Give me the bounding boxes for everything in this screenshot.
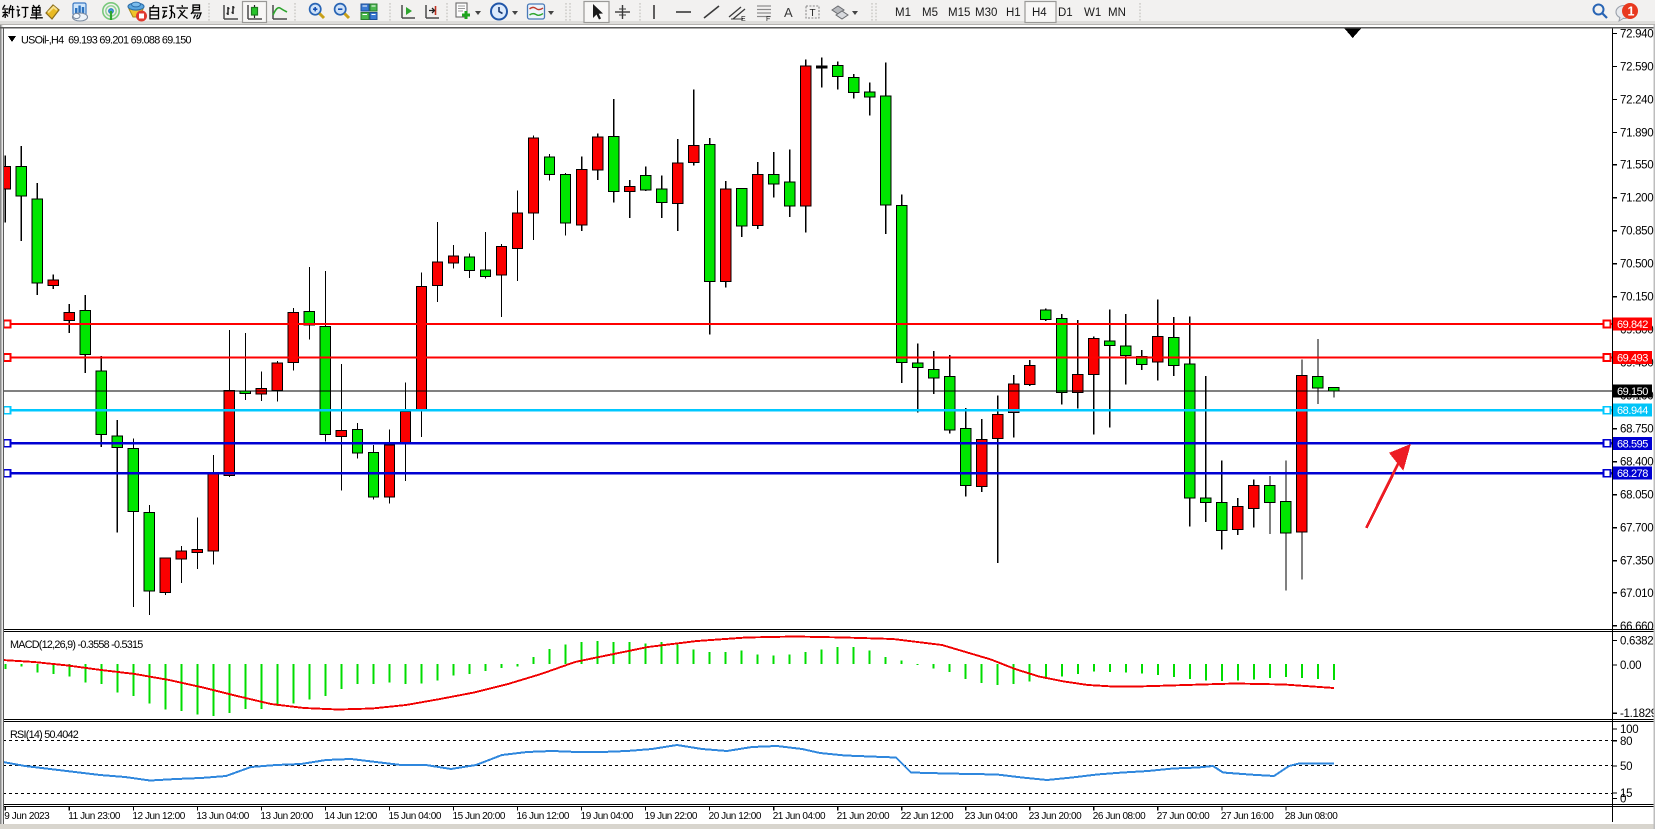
svg-text:15 Jun 20:00: 15 Jun 20:00 <box>453 811 506 822</box>
svg-text:M15: M15 <box>948 7 970 19</box>
svg-text:M30: M30 <box>975 7 997 19</box>
svg-text:67.010: 67.010 <box>1620 588 1653 600</box>
svg-text:13 Jun 20:00: 13 Jun 20:00 <box>260 811 313 822</box>
svg-text:67.350: 67.350 <box>1620 556 1653 568</box>
svg-text:H4: H4 <box>1032 7 1047 19</box>
svg-text:21 Jun 04:00: 21 Jun 04:00 <box>773 811 826 822</box>
svg-text:19 Jun 04:00: 19 Jun 04:00 <box>581 811 634 822</box>
svg-text:0.00: 0.00 <box>1620 660 1641 672</box>
svg-text:F: F <box>766 16 770 23</box>
svg-text:20 Jun 12:00: 20 Jun 12:00 <box>709 811 762 822</box>
svg-text:69.493: 69.493 <box>1617 353 1648 365</box>
svg-text:23 Jun 20:00: 23 Jun 20:00 <box>1029 811 1082 822</box>
svg-text:27 Jun 00:00: 27 Jun 00:00 <box>1157 811 1210 822</box>
svg-text:68.050: 68.050 <box>1620 490 1653 502</box>
svg-text:H1: H1 <box>1006 7 1021 19</box>
svg-text:69.150: 69.150 <box>1617 386 1648 398</box>
svg-text:72.940: 72.940 <box>1620 29 1653 41</box>
svg-text:70.850: 70.850 <box>1620 226 1653 238</box>
svg-text:26 Jun 08:00: 26 Jun 08:00 <box>1093 811 1146 822</box>
svg-text:MACD(12,26,9) -0.3558 -0.5315: MACD(12,26,9) -0.3558 -0.5315 <box>10 639 143 651</box>
svg-text:11 Jun 23:00: 11 Jun 23:00 <box>68 811 121 822</box>
svg-text:72.590: 72.590 <box>1620 62 1653 74</box>
svg-text:15: 15 <box>1620 788 1632 800</box>
svg-text:80: 80 <box>1620 736 1632 748</box>
svg-text:M1: M1 <box>895 7 911 19</box>
svg-text:MN: MN <box>1108 7 1126 19</box>
svg-text:72.240: 72.240 <box>1620 95 1653 107</box>
svg-text:21 Jun 20:00: 21 Jun 20:00 <box>837 811 890 822</box>
svg-text:A: A <box>784 5 793 20</box>
svg-text:50: 50 <box>1620 761 1632 773</box>
svg-text:70.500: 70.500 <box>1620 259 1653 271</box>
svg-text:28 Jun 08:00: 28 Jun 08:00 <box>1285 811 1338 822</box>
svg-text:68.400: 68.400 <box>1620 457 1653 469</box>
svg-text:T: T <box>810 8 816 19</box>
svg-text:68.595: 68.595 <box>1617 438 1648 450</box>
svg-text:68.944: 68.944 <box>1617 405 1648 417</box>
svg-text:W1: W1 <box>1084 7 1101 19</box>
svg-text:27 Jun 16:00: 27 Jun 16:00 <box>1221 811 1274 822</box>
svg-text:13 Jun 04:00: 13 Jun 04:00 <box>196 811 249 822</box>
svg-text:14 Jun 12:00: 14 Jun 12:00 <box>324 811 377 822</box>
svg-text:15 Jun 04:00: 15 Jun 04:00 <box>389 811 442 822</box>
svg-text:71.890: 71.890 <box>1620 128 1653 140</box>
svg-text:0: 0 <box>1620 794 1626 806</box>
svg-text:D1: D1 <box>1058 7 1073 19</box>
svg-text:22 Jun 12:00: 22 Jun 12:00 <box>901 811 954 822</box>
svg-text:19 Jun 22:00: 19 Jun 22:00 <box>645 811 698 822</box>
svg-text:66.660: 66.660 <box>1620 621 1653 633</box>
svg-text:USOil-,H4 69.193 69.201 69.08: USOil-,H4 69.193 69.201 69.088 69.150 <box>21 35 192 47</box>
svg-text:1: 1 <box>1628 5 1635 19</box>
svg-text:68.750: 68.750 <box>1620 424 1653 436</box>
svg-text:-1.1829: -1.1829 <box>1620 708 1655 720</box>
svg-text:23 Jun 04:00: 23 Jun 04:00 <box>965 811 1018 822</box>
svg-text:71.200: 71.200 <box>1620 193 1653 205</box>
svg-text:E: E <box>741 16 746 23</box>
svg-text:67.700: 67.700 <box>1620 523 1653 535</box>
svg-text:RSI(14) 50.4042: RSI(14) 50.4042 <box>10 729 79 741</box>
svg-text:16 Jun 12:00: 16 Jun 12:00 <box>517 811 570 822</box>
svg-text:70.150: 70.150 <box>1620 292 1653 304</box>
svg-text:69.842: 69.842 <box>1617 319 1648 331</box>
svg-text:0.6382: 0.6382 <box>1620 636 1653 648</box>
svg-text:12 Jun 12:00: 12 Jun 12:00 <box>132 811 185 822</box>
svg-text:100: 100 <box>1620 724 1638 736</box>
svg-text:9 Jun 2023: 9 Jun 2023 <box>4 811 50 822</box>
svg-text:M5: M5 <box>922 7 938 19</box>
svg-text:68.278: 68.278 <box>1617 468 1648 480</box>
svg-text:71.550: 71.550 <box>1620 160 1653 172</box>
